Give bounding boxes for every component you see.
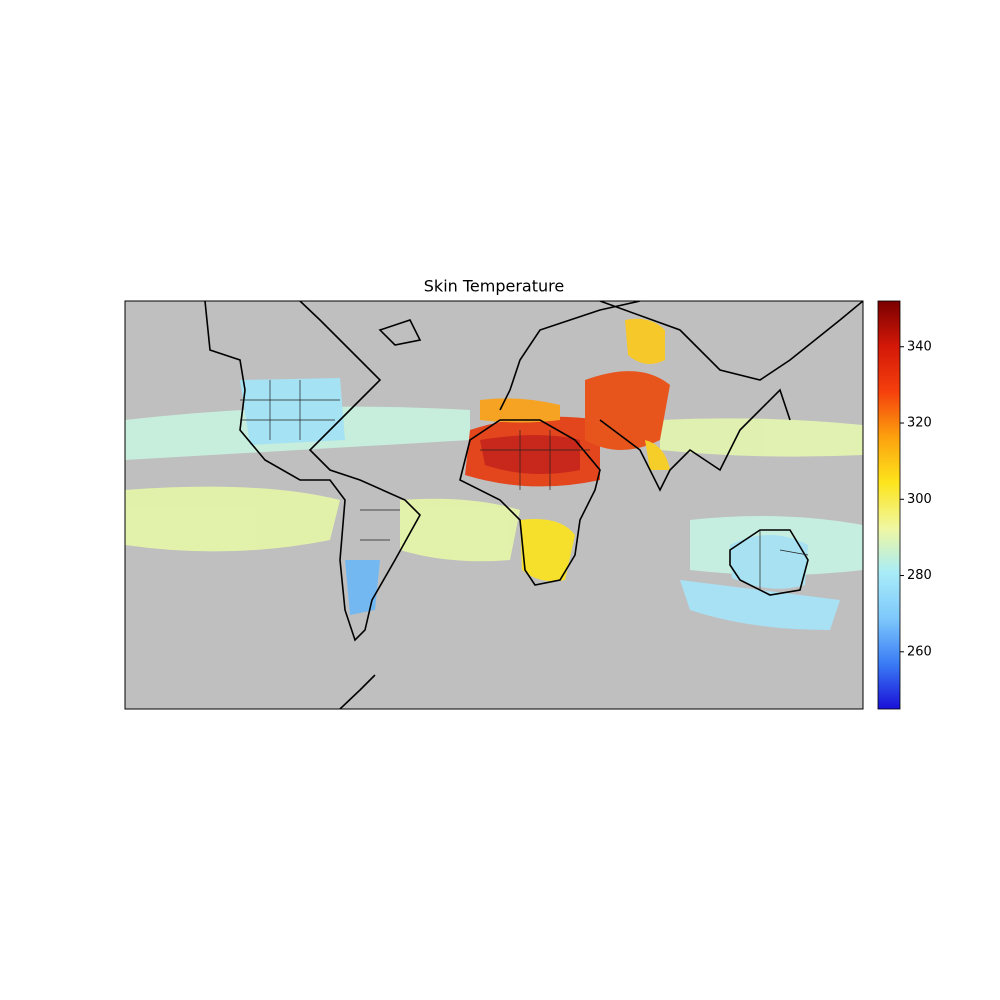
colorbar (877, 300, 901, 710)
borders (240, 380, 809, 590)
colorbar-tick-label: 260 (907, 644, 932, 659)
map-title: Skin Temperature (424, 277, 564, 296)
temperature-field (125, 318, 863, 630)
colorbar-tick-label: 320 (907, 416, 932, 431)
map (125, 301, 863, 709)
colorbar-tick-label: 340 (907, 339, 932, 354)
map-frame (124, 300, 864, 710)
coastlines (204, 301, 863, 709)
colorbar-tick-label: 300 (907, 492, 932, 507)
colorbar-tick-label: 280 (907, 568, 932, 583)
